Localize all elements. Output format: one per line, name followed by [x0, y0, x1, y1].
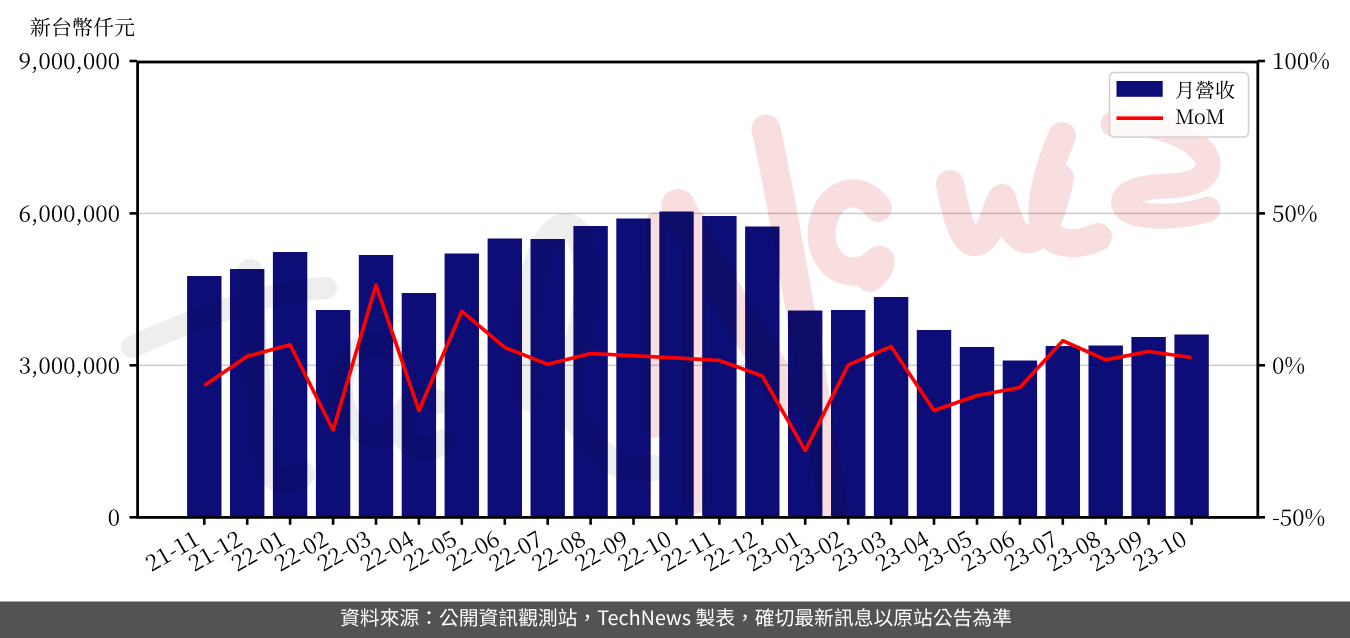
- svg-text:新台幣仟元: 新台幣仟元: [30, 12, 135, 42]
- svg-text:100%: 100%: [1272, 44, 1330, 76]
- svg-text:3,000,000: 3,000,000: [19, 349, 120, 381]
- svg-text:9,000,000: 9,000,000: [19, 44, 120, 76]
- svg-text:-50%: -50%: [1272, 501, 1325, 533]
- svg-text:0%: 0%: [1272, 349, 1305, 381]
- svg-text:0: 0: [108, 501, 120, 533]
- svg-text:50%: 50%: [1272, 197, 1318, 229]
- svg-text:6,000,000: 6,000,000: [19, 197, 120, 229]
- svg-text:MoM: MoM: [1175, 101, 1225, 130]
- svg-text:月營收: 月營收: [1175, 74, 1235, 103]
- svg-text:資料來源：公開資訊觀測站，TechNews 製表，確切最新訊: 資料來源：公開資訊觀測站，TechNews 製表，確切最新訊息以原站公告為準: [340, 602, 1012, 631]
